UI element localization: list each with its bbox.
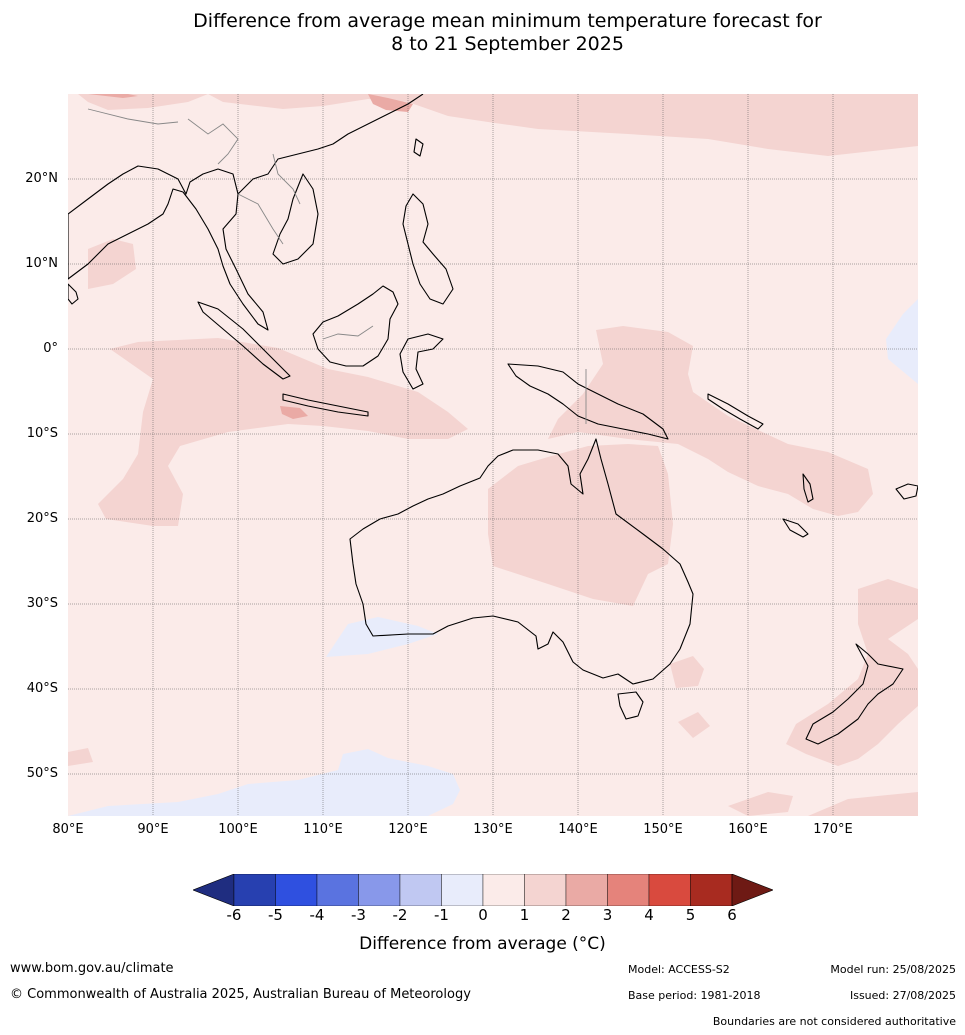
colorbar-tick: 1	[519, 906, 530, 924]
vanuatu-coastline	[802, 473, 814, 503]
warm-anomaly-region	[728, 792, 793, 816]
colorbar-label: Difference from average (°C)	[359, 934, 606, 954]
cool-anomaly-region	[326, 617, 438, 657]
base-period-info: Base period: 1981-2018	[628, 989, 761, 1002]
latitude-label: 40°S	[26, 681, 58, 696]
colorbar-segment	[524, 874, 567, 906]
colorbar-extension-high	[731, 874, 773, 906]
longitude-label: 90°E	[137, 822, 169, 837]
warm-anomaly-region	[488, 444, 673, 606]
model-info: Model: ACCESS-S2	[628, 963, 730, 976]
warm-anomaly-region	[548, 326, 873, 516]
colorbar-tick: -3	[351, 906, 366, 924]
warm-anomaly-region	[670, 656, 704, 688]
colorbar-segment	[482, 874, 525, 906]
warm-anomaly-region	[68, 748, 93, 766]
latitude-label: 10°N	[25, 256, 58, 271]
australia-coastline	[349, 438, 694, 685]
cool-anomaly-region	[886, 299, 918, 384]
longitude-label: 110°E	[303, 822, 343, 837]
solomon-islands-coastline	[707, 393, 764, 430]
longitude-label: 140°E	[558, 822, 598, 837]
sumatra-coastline	[197, 301, 291, 380]
sulawesi-coastline	[399, 333, 444, 390]
colorbar-segment	[690, 874, 733, 906]
vietnam-coastline	[272, 173, 319, 265]
colorbar-segment	[648, 874, 691, 906]
title-line-2: 8 to 21 September 2025	[391, 33, 624, 55]
latitude-label: 10°S	[26, 426, 58, 441]
map-area	[68, 94, 918, 816]
colorbar-tick: 4	[644, 906, 654, 924]
fiji-coastline	[895, 483, 918, 500]
coastlines	[68, 94, 918, 745]
latitude-label: 20°N	[25, 171, 58, 186]
latitude-label: 0°	[43, 341, 58, 356]
colorbar-tick: 3	[602, 906, 613, 924]
colorbar-tick: -5	[268, 906, 283, 924]
colorbar-segment	[565, 874, 608, 906]
colorbar	[193, 874, 773, 906]
warm-anomaly-region	[98, 338, 468, 526]
borneo-coastline	[312, 285, 399, 367]
issued-date: Issued: 27/08/2025	[849, 989, 956, 1002]
latitude-label: 50°S	[26, 766, 58, 781]
strong-warm-spot	[280, 406, 308, 419]
warm-anomaly-region	[808, 792, 918, 816]
warm-anomaly-region	[208, 94, 918, 156]
longitude-label: 80°E	[52, 822, 84, 837]
copyright-text: © Commonwealth of Australia 2025, Austra…	[10, 987, 471, 1002]
indochina-coastline	[237, 94, 424, 195]
longitude-label: 120°E	[388, 822, 428, 837]
longitude-label: 150°E	[643, 822, 683, 837]
colorbar-tick: 6	[727, 906, 737, 924]
colorbar-segment	[358, 874, 401, 906]
title-line-1: Difference from average mean minimum tem…	[193, 10, 822, 32]
colorbar-segment	[316, 874, 359, 906]
new-caledonia-coastline	[782, 518, 809, 538]
country-borders	[87, 108, 587, 424]
java-coastline	[282, 393, 369, 417]
colorbar-tick: -1	[434, 906, 449, 924]
latitude-label: 30°S	[26, 596, 58, 611]
latitude-label: 20°S	[26, 511, 58, 526]
graticule	[68, 94, 918, 816]
tasmania-coastline	[617, 691, 644, 720]
colorbar-tick: 5	[685, 906, 696, 924]
longitude-label: 100°E	[218, 822, 258, 837]
website-link[interactable]: www.bom.gov.au/climate	[10, 961, 174, 976]
strong-warm-spot	[88, 94, 138, 98]
longitude-label: 130°E	[473, 822, 513, 837]
colorbar-tick: -6	[226, 906, 242, 924]
warm-anomaly-region	[786, 579, 918, 766]
colorbar-segments	[193, 874, 773, 906]
colorbar-segment	[233, 874, 276, 906]
sri-lanka-coastline	[68, 283, 79, 305]
colorbar-extension-low	[193, 874, 235, 906]
map-title: Difference from average mean minimum tem…	[0, 10, 965, 56]
colorbar-segment	[275, 874, 318, 906]
longitude-label: 160°E	[728, 822, 768, 837]
colorbar-tick: 2	[561, 906, 571, 924]
model-run-info: Model run: 25/08/2025	[830, 963, 956, 976]
warm-anomaly-region	[78, 94, 208, 110]
colorbar-segment	[399, 874, 442, 906]
map-canvas	[68, 94, 918, 816]
new-zealand-coastline	[805, 643, 904, 745]
new-guinea-coastline	[507, 363, 669, 440]
taiwan-coastline	[413, 138, 424, 157]
warm-anomaly-region	[678, 712, 710, 738]
cool-anomaly-region	[68, 749, 460, 816]
colorbar-tick: 0	[478, 906, 488, 924]
asia-mainland-coastline	[68, 165, 269, 331]
boundaries-disclaimer: Boundaries are not considered authoritat…	[712, 1015, 956, 1028]
longitude-label: 170°E	[813, 822, 853, 837]
colorbar-tick: -4	[309, 906, 325, 924]
philippines-coastline	[402, 193, 454, 305]
colorbar-tick: -2	[392, 906, 408, 924]
colorbar-segment	[607, 874, 650, 906]
colorbar-segment	[441, 874, 484, 906]
